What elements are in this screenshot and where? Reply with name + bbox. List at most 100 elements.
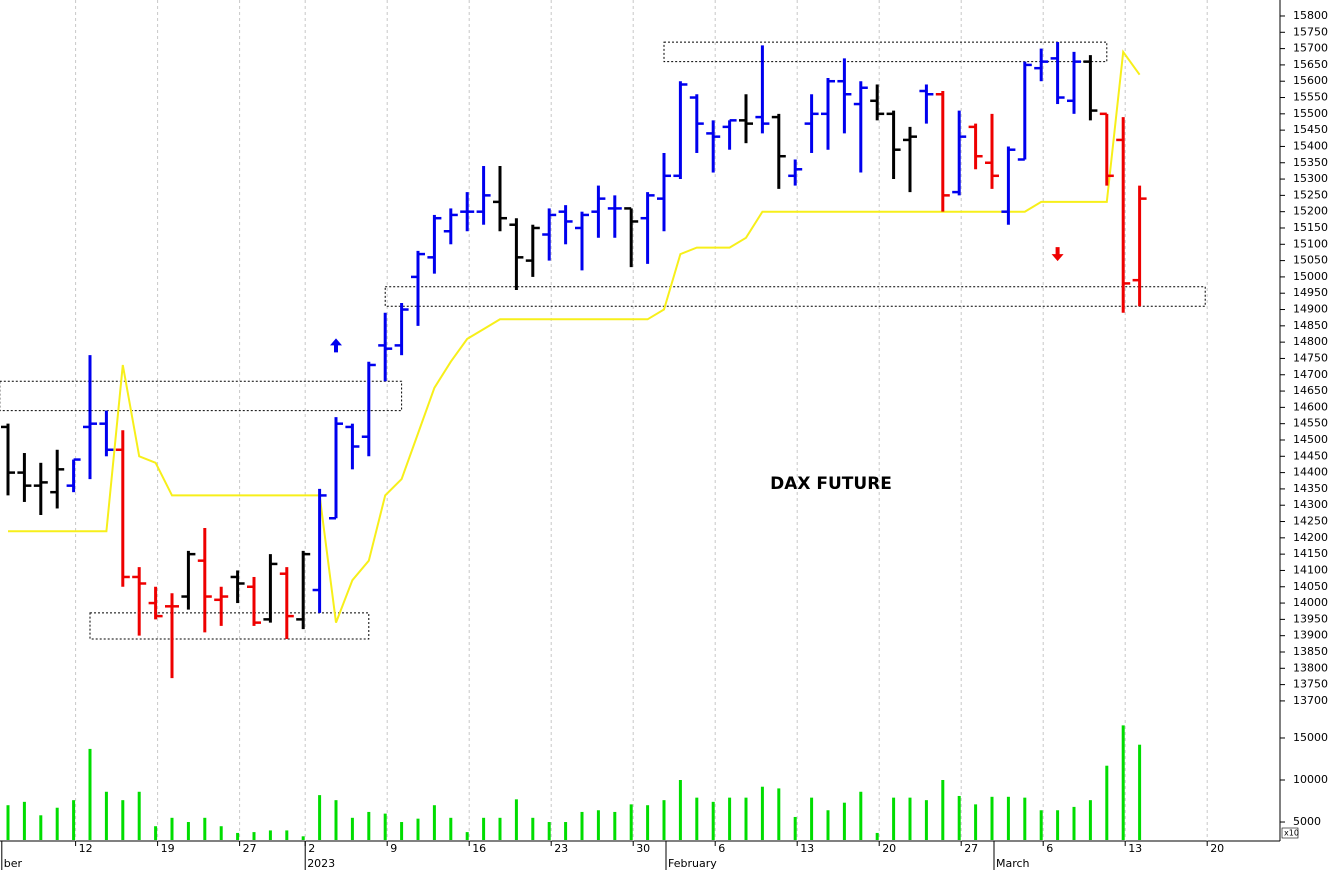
volume-bar — [1121, 725, 1125, 840]
volume-bar — [416, 818, 420, 840]
zone — [0, 380, 403, 412]
y-tick-label: 14750 — [1293, 351, 1328, 364]
y-tick-label: 14950 — [1293, 286, 1328, 299]
volume-bar — [957, 795, 961, 840]
y-tick-label: 15800 — [1293, 9, 1328, 22]
unit-label: x10 — [1284, 829, 1299, 838]
volume-bar — [72, 800, 76, 840]
volume-bar — [154, 826, 158, 840]
volume-bar — [514, 799, 518, 840]
y-tick-label: 10000 — [1293, 773, 1328, 786]
volume-bar — [1056, 810, 1060, 840]
y-tick-label: 15100 — [1293, 237, 1328, 250]
volume-bar — [236, 832, 240, 840]
zone — [89, 612, 370, 640]
chart-title: DAX FUTURE — [770, 474, 892, 494]
volume-bar — [580, 811, 584, 840]
volume-bar — [449, 817, 453, 840]
stop-line — [8, 49, 1141, 623]
signal-arrow — [1051, 247, 1064, 262]
volume-bar — [268, 830, 272, 840]
volume-bar — [826, 810, 830, 840]
volume-bar — [367, 811, 371, 840]
volume-bar — [908, 797, 912, 840]
period-label: March — [996, 857, 1030, 870]
y-tick-label: 15150 — [1293, 221, 1328, 234]
volume-bar — [744, 797, 748, 840]
x-tick-label: 20 — [882, 842, 896, 855]
volume-bar — [170, 817, 174, 840]
y-tick-label: 15600 — [1293, 74, 1328, 87]
y-tick-label: 15300 — [1293, 172, 1328, 185]
volume-bar — [104, 791, 108, 840]
volume-bar — [662, 800, 666, 840]
zone — [384, 286, 1206, 307]
volume-bar — [498, 817, 502, 840]
y-tick-label: 13950 — [1293, 612, 1328, 625]
x-tick-label: 23 — [554, 842, 568, 855]
y-tick-label: 14400 — [1293, 466, 1328, 479]
signal-arrow — [330, 338, 342, 353]
unit-box — [1281, 827, 1299, 839]
y-tick-label: 15550 — [1293, 91, 1328, 104]
x-tick-label: 6 — [1046, 842, 1053, 855]
volume-bar — [318, 795, 322, 840]
volume-bar — [892, 797, 896, 840]
volume-bar — [137, 791, 141, 840]
x-tick-label: 27 — [964, 842, 978, 855]
volume-bar — [432, 805, 436, 840]
volume-bar — [596, 810, 600, 840]
volume-bar — [629, 804, 633, 840]
x-tick-label: 2 — [308, 842, 315, 855]
volume-bar — [777, 788, 781, 840]
y-tick-label: 14600 — [1293, 400, 1328, 413]
x-tick-label: 20 — [1210, 842, 1224, 855]
volume-bar — [990, 796, 994, 840]
volume-bar — [941, 780, 945, 840]
y-tick-label: 15350 — [1293, 156, 1328, 169]
y-tick-label: 14650 — [1293, 384, 1328, 397]
volume-bar — [531, 817, 535, 840]
volume-bar — [1039, 810, 1043, 840]
y-tick-label: 15450 — [1293, 123, 1328, 136]
volume-bar — [285, 830, 289, 840]
y-tick-label: 14450 — [1293, 449, 1328, 462]
y-tick-label: 15200 — [1293, 205, 1328, 218]
y-tick-label: 13800 — [1293, 661, 1328, 674]
volume-bar — [1138, 744, 1142, 840]
volume-bar — [400, 822, 404, 840]
y-tick-label: 14200 — [1293, 531, 1328, 544]
volume-bar — [203, 817, 207, 840]
volume-bar — [1023, 797, 1027, 840]
volume-bar — [1088, 800, 1092, 840]
y-tick-label: 13850 — [1293, 645, 1328, 658]
period-label: February — [668, 857, 717, 870]
volume-bar — [482, 817, 486, 840]
x-tick-label: 6 — [718, 842, 725, 855]
y-tick-label: 14250 — [1293, 515, 1328, 528]
x-tick-label: 13 — [1128, 842, 1142, 855]
period-label: 2023 — [307, 857, 335, 870]
x-tick-label: 13 — [800, 842, 814, 855]
y-tick-label: 15250 — [1293, 188, 1328, 201]
volume-bar — [695, 797, 699, 840]
y-tick-label: 14850 — [1293, 319, 1328, 332]
y-tick-label: 15400 — [1293, 139, 1328, 152]
volume-bar — [564, 822, 568, 840]
y-tick-label: 14900 — [1293, 303, 1328, 316]
y-tick-label: 5000 — [1293, 815, 1321, 828]
y-tick-label: 14050 — [1293, 580, 1328, 593]
y-tick-label: 14150 — [1293, 547, 1328, 560]
volume-bar — [793, 816, 797, 840]
y-tick-label: 15000 — [1293, 270, 1328, 283]
y-tick-label: 15700 — [1293, 42, 1328, 55]
x-tick-label: 16 — [472, 842, 486, 855]
volume-bar — [301, 836, 305, 840]
y-tick-label: 15500 — [1293, 107, 1328, 120]
volume-bar — [728, 797, 732, 840]
volume-bar — [1006, 796, 1010, 840]
volume-bar — [186, 822, 190, 840]
